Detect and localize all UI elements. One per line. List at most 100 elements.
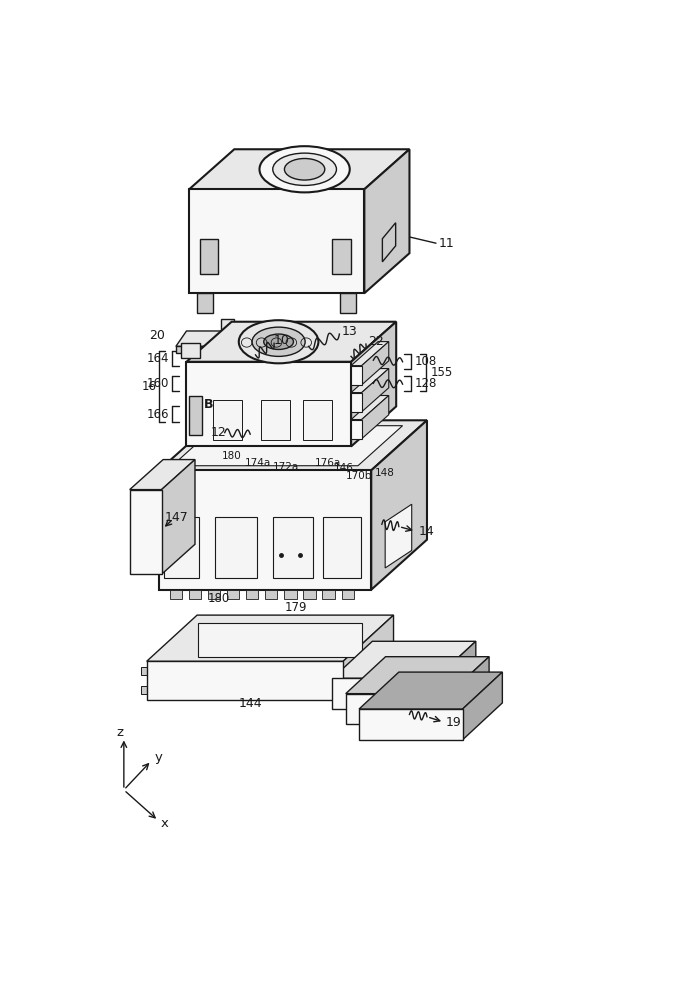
Polygon shape (342, 590, 354, 599)
Text: 16: 16 (141, 380, 156, 393)
Polygon shape (332, 641, 476, 678)
Polygon shape (332, 239, 351, 274)
Polygon shape (176, 346, 226, 353)
Text: 12: 12 (210, 426, 226, 439)
Polygon shape (188, 590, 201, 599)
Polygon shape (147, 661, 343, 700)
Text: 155: 155 (431, 366, 453, 379)
Polygon shape (176, 331, 237, 346)
Polygon shape (172, 426, 403, 466)
Polygon shape (200, 239, 219, 274)
Text: 164: 164 (147, 352, 169, 365)
Polygon shape (159, 420, 427, 470)
Polygon shape (261, 400, 290, 440)
Polygon shape (159, 470, 371, 590)
Text: 170b: 170b (346, 471, 372, 481)
Text: 14: 14 (419, 525, 434, 538)
Text: 160: 160 (147, 377, 169, 390)
Polygon shape (189, 189, 364, 293)
Polygon shape (208, 590, 220, 599)
Text: 19: 19 (445, 716, 461, 729)
Text: z: z (116, 726, 123, 739)
Polygon shape (351, 342, 389, 366)
Text: y: y (155, 751, 162, 764)
Polygon shape (162, 666, 327, 694)
Text: 10: 10 (274, 334, 290, 347)
Polygon shape (323, 517, 360, 578)
Ellipse shape (284, 158, 325, 180)
Ellipse shape (252, 327, 305, 356)
Polygon shape (385, 504, 412, 568)
Polygon shape (221, 319, 234, 346)
Text: x: x (161, 817, 169, 830)
Polygon shape (213, 400, 242, 440)
Text: 22: 22 (369, 335, 384, 348)
Text: 146: 146 (334, 463, 354, 473)
Polygon shape (141, 686, 147, 694)
Polygon shape (129, 460, 195, 490)
Polygon shape (359, 709, 462, 740)
Text: 13: 13 (342, 325, 358, 338)
Ellipse shape (260, 146, 350, 192)
Text: 166: 166 (147, 408, 169, 421)
Text: 176a: 176a (315, 458, 341, 468)
Polygon shape (351, 369, 389, 393)
Polygon shape (284, 590, 297, 599)
Polygon shape (181, 343, 200, 358)
Polygon shape (362, 342, 389, 385)
Polygon shape (371, 420, 427, 590)
Polygon shape (359, 672, 502, 709)
Text: 108: 108 (414, 355, 437, 368)
Polygon shape (198, 623, 362, 657)
Polygon shape (351, 396, 389, 420)
Polygon shape (303, 590, 316, 599)
Polygon shape (164, 517, 199, 578)
Text: 180: 180 (221, 451, 241, 461)
Polygon shape (147, 615, 393, 661)
Polygon shape (351, 420, 362, 439)
Polygon shape (340, 293, 356, 312)
Polygon shape (265, 590, 277, 599)
Text: 20: 20 (149, 329, 165, 342)
Polygon shape (214, 517, 257, 578)
Polygon shape (449, 657, 489, 724)
Text: 144: 144 (238, 697, 262, 710)
Polygon shape (436, 641, 476, 709)
Ellipse shape (264, 334, 293, 349)
Polygon shape (134, 520, 153, 559)
Polygon shape (197, 293, 213, 312)
Text: 172a: 172a (273, 462, 299, 472)
Text: 179: 179 (285, 601, 307, 614)
Polygon shape (246, 590, 258, 599)
Text: 174a: 174a (245, 458, 271, 468)
Polygon shape (141, 667, 147, 675)
Polygon shape (323, 590, 335, 599)
Polygon shape (364, 149, 410, 293)
Ellipse shape (273, 153, 336, 185)
Polygon shape (162, 460, 195, 574)
Text: 147: 147 (164, 511, 188, 524)
Polygon shape (351, 366, 362, 385)
Polygon shape (351, 322, 396, 446)
Polygon shape (129, 490, 162, 574)
Polygon shape (462, 672, 502, 740)
Polygon shape (332, 678, 436, 709)
Polygon shape (303, 400, 332, 440)
Polygon shape (343, 615, 393, 700)
Polygon shape (169, 590, 182, 599)
Text: 11: 11 (438, 237, 454, 250)
Polygon shape (189, 396, 203, 435)
Polygon shape (346, 694, 449, 724)
Polygon shape (186, 322, 396, 362)
Polygon shape (186, 362, 351, 446)
Polygon shape (362, 396, 389, 439)
Polygon shape (382, 223, 396, 262)
Ellipse shape (239, 320, 319, 363)
Text: 128: 128 (414, 377, 437, 390)
Polygon shape (346, 657, 489, 694)
Polygon shape (227, 590, 239, 599)
Polygon shape (362, 369, 389, 412)
Text: B: B (203, 398, 213, 411)
Polygon shape (273, 517, 313, 578)
Polygon shape (189, 149, 410, 189)
